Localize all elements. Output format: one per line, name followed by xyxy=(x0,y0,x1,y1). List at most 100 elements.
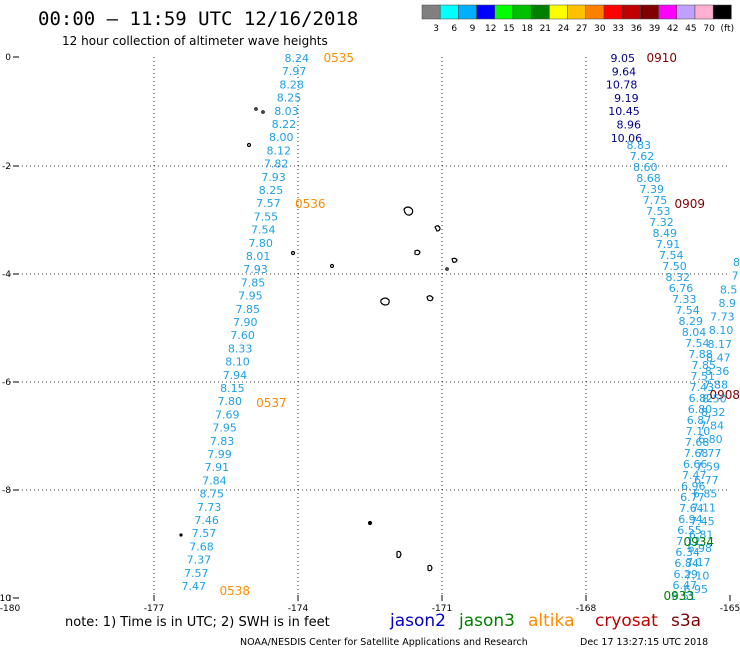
swh-value-dark: 10.78 xyxy=(606,79,638,92)
swh-value: 7.90 xyxy=(233,316,258,329)
swh-value: 7.46 xyxy=(194,514,219,527)
swh-value: 7.51 xyxy=(691,370,716,383)
colorbar-label: 36 xyxy=(631,24,643,34)
swh-value: 7.82 xyxy=(264,158,289,171)
swh-value: 7.10 xyxy=(686,425,711,438)
map-subtitle: 12 hour collection of altimeter wave hei… xyxy=(62,34,328,48)
swh-value: 8.24 xyxy=(285,52,310,65)
colorbar-swatch xyxy=(658,4,678,20)
swh-value: 7.95 xyxy=(238,290,263,303)
swh-value: 7.10 xyxy=(685,569,710,582)
swh-value: 8.22 xyxy=(272,118,297,131)
colorbar-swatch xyxy=(530,4,550,20)
colorbar-label: 39 xyxy=(649,24,661,34)
swh-value: 6.80 xyxy=(688,403,713,416)
swh-value: 7.57 xyxy=(192,527,217,540)
swh-value: 7.50 xyxy=(662,260,687,273)
swh-value: 8.49 xyxy=(653,227,678,240)
swh-value: 7.73 xyxy=(710,311,735,324)
swh-value: 6.55 xyxy=(677,524,702,537)
pass-time-label: 0933 xyxy=(663,589,694,603)
swh-value: 7.94 xyxy=(223,369,248,382)
swh-value: 7.91 xyxy=(205,461,230,474)
legend-altika: altika xyxy=(528,611,575,631)
swh-value: 6.77 xyxy=(680,491,705,504)
colorbar-label: 21 xyxy=(540,24,551,34)
swh-value: 6.29 xyxy=(673,568,698,581)
colorbar-label: 70 xyxy=(703,24,715,34)
swh-value: 7.80 xyxy=(248,237,273,250)
swh-value: 7.12 xyxy=(676,535,701,548)
colorbar-swatch xyxy=(494,4,514,20)
x-tick-label: -171 xyxy=(432,604,452,614)
footer-credit: NOAA/NESDIS Center for Satellite Applica… xyxy=(240,637,528,648)
x-tick-label: -165 xyxy=(720,604,740,614)
y-tick-label: 0 xyxy=(5,53,11,63)
swh-value: 7.95 xyxy=(212,422,237,435)
swh-value: 8.33 xyxy=(228,342,253,355)
swh-value: 7.73 xyxy=(197,501,222,514)
colorbar-swatch xyxy=(676,4,696,20)
swh-value: 8.00 xyxy=(269,131,294,144)
swh-value: 7.59 xyxy=(696,460,721,473)
island-outlines xyxy=(179,107,458,572)
swh-value: 7.55 xyxy=(254,210,279,223)
swh-value: 6.81 xyxy=(689,529,714,542)
colorbar-swatch xyxy=(712,4,732,20)
swh-value: 7.60 xyxy=(230,329,255,342)
pass-time-label: 0908 xyxy=(709,388,740,402)
colorbar-swatch xyxy=(421,4,441,20)
swh-value: 7.68 xyxy=(189,540,214,553)
swh-value: 7.17 xyxy=(686,556,711,569)
swh-value: 6.95 xyxy=(684,583,709,596)
swh-value: 8.12 xyxy=(266,144,291,157)
colorbar-swatch xyxy=(603,4,623,20)
colorbar-swatch xyxy=(585,4,605,20)
swh-value: 6.77 xyxy=(694,474,719,487)
swh-value-dark: 9.19 xyxy=(614,92,639,105)
swh-value: 6.84 xyxy=(674,557,699,570)
swh-value: 7.64 xyxy=(679,502,704,515)
colorbar-swatch xyxy=(621,4,641,20)
swh-value: 8.28 xyxy=(279,78,304,91)
axis-labels: -180 -177 -174 -171 -168 -165 0 -2 -4 -6 -8 -10 xyxy=(0,53,740,614)
swh-value: 7.85 xyxy=(692,359,717,372)
colorbar-label: 6 xyxy=(451,24,457,34)
swh-value: 7.54 xyxy=(685,337,710,350)
altimeter-tracks: 8.247.978.288.258.038.228.008.127.827.93… xyxy=(182,51,740,603)
swh-value: 7.97 xyxy=(282,65,307,78)
swh-value: 6.34 xyxy=(675,546,700,559)
swh-value: 7.93 xyxy=(261,171,286,184)
swh-value: 8.15 xyxy=(220,382,245,395)
swh-value: 7.47 xyxy=(182,580,207,593)
swh-value: 7.99 xyxy=(207,448,232,461)
swh-value-dark: 8.96 xyxy=(617,119,642,132)
colorbar-label: 45 xyxy=(685,24,696,34)
colorbar-label: 27 xyxy=(576,24,587,34)
swh-value: 7.77 xyxy=(697,447,722,460)
legend-cryosat: cryosat xyxy=(595,611,658,631)
colorbar-label: 18 xyxy=(521,24,533,34)
swh-value: 7.80 xyxy=(218,395,243,408)
swh-value: 7.33 xyxy=(672,293,697,306)
y-tick-label: -6 xyxy=(2,378,11,388)
map-title: 00:00 – 11:59 UTC 12/16/2018 xyxy=(38,8,358,30)
swh-value: 7.85 xyxy=(241,276,266,289)
pass-time-label: 0934 xyxy=(683,535,714,549)
colorbar-swatch xyxy=(549,4,568,20)
legend-s3a: s3a xyxy=(671,611,701,631)
colorbar-label: 15 xyxy=(503,24,514,34)
swh-value: 6.94 xyxy=(678,513,703,526)
swh-value: 8.04 xyxy=(682,326,707,339)
swh-value: 7.39 xyxy=(640,183,665,196)
swh-value: 7.54 xyxy=(675,304,700,317)
swh-value: 8.25 xyxy=(259,184,284,197)
swh-value: 7.54 xyxy=(251,224,276,237)
swh-value: 8.75 xyxy=(200,488,225,501)
swh-value-dark: 9.64 xyxy=(612,65,637,78)
swh-value: 8 xyxy=(733,256,740,269)
swh-value: 7.84 xyxy=(700,420,725,433)
swh-value: 7.47 xyxy=(682,469,707,482)
colorbar-label: 42 xyxy=(667,24,678,34)
